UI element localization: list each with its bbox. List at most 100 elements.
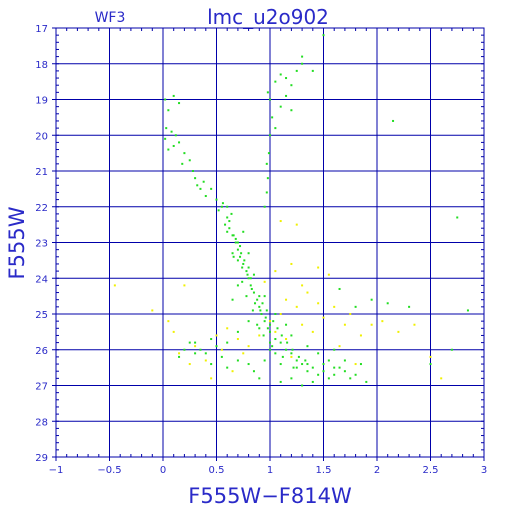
green-star-point	[271, 116, 274, 119]
grid-lines	[56, 28, 484, 457]
green-star-point	[226, 205, 229, 208]
yellow-star-point	[301, 284, 304, 287]
green-star-point	[183, 348, 186, 351]
green-star-point	[338, 287, 341, 290]
green-star-point	[292, 366, 295, 369]
green-star-point	[199, 187, 202, 190]
green-star-point	[266, 177, 269, 180]
green-star-point	[274, 313, 277, 315]
yellow-star-point	[231, 370, 234, 373]
green-star-point	[263, 320, 266, 323]
y-tick-label: 19	[35, 96, 48, 107]
green-star-point	[285, 77, 288, 80]
green-star-point	[279, 363, 282, 366]
green-star-point	[291, 348, 294, 351]
yellow-star-point	[194, 345, 197, 348]
green-star-point	[231, 252, 234, 255]
green-star-point	[220, 205, 223, 208]
yellow-star-point	[236, 338, 239, 341]
green-star-point	[333, 366, 336, 369]
yellow-star-point	[258, 334, 261, 337]
green-star-point	[279, 73, 282, 76]
yellow-star-point	[322, 316, 325, 319]
yellow-star-point	[210, 377, 213, 380]
green-star-point	[338, 366, 341, 369]
x-tick-label: −1	[49, 465, 64, 476]
y-tick-label: 24	[35, 274, 48, 285]
green-star-point	[215, 198, 218, 201]
green-star-point	[236, 259, 239, 262]
green-star-point	[311, 69, 314, 72]
green-star-point	[333, 373, 336, 376]
green-star-point	[259, 309, 262, 312]
green-star-point	[466, 309, 469, 312]
green-star-point	[258, 377, 261, 380]
x-tick-label: 0.5	[209, 465, 225, 476]
green-star-point	[251, 309, 254, 312]
green-star-point	[429, 363, 432, 366]
green-star-point	[333, 348, 336, 351]
green-star-point	[295, 366, 298, 369]
green-star-point	[231, 234, 234, 237]
green-star-point	[247, 277, 250, 280]
green-star-point	[210, 187, 213, 190]
yellow-star-point	[354, 363, 357, 366]
chart-title: lmc_u2o902	[207, 5, 329, 29]
green-star-point	[354, 373, 357, 376]
green-star-point	[295, 69, 298, 72]
green-star-point	[279, 105, 282, 108]
green-star-point	[178, 355, 181, 358]
green-star-point	[194, 177, 197, 180]
green-star-point	[343, 359, 346, 362]
yellow-star-point	[359, 334, 362, 337]
green-star-point	[236, 241, 239, 244]
green-star-point	[266, 327, 269, 330]
green-star-point	[258, 295, 261, 298]
x-tick-labels: −1 −0.5 0 0.5 1 1.5 2 2.5 3	[49, 465, 488, 476]
green-star-point	[272, 320, 275, 323]
green-star-point	[226, 366, 229, 369]
green-star-point	[301, 62, 304, 65]
x-tick-label: 0	[160, 465, 166, 476]
yellow-star-point	[311, 330, 314, 333]
green-star-point	[260, 313, 263, 315]
yellow-star-point	[247, 345, 250, 348]
green-star-point	[306, 363, 309, 366]
green-star-point	[236, 284, 239, 287]
yellow-star-point	[279, 220, 282, 223]
yellow-star-point	[381, 320, 384, 323]
green-star-point	[258, 327, 261, 330]
green-star-point	[241, 280, 244, 283]
green-star-point	[297, 355, 300, 358]
x-tick-label: 2	[374, 465, 380, 476]
green-star-point	[226, 341, 229, 344]
x-tick-label: 1.5	[316, 465, 332, 476]
green-star-point	[274, 127, 277, 130]
green-star-point	[204, 195, 207, 198]
green-star-point	[232, 234, 235, 237]
green-star-point	[317, 373, 320, 376]
yellow-star-point	[220, 348, 223, 351]
green-star-point	[249, 284, 252, 287]
yellow-star-point	[242, 352, 245, 355]
yellow-star-point	[269, 320, 271, 323]
green-star-point	[230, 212, 233, 215]
green-star-point	[392, 119, 395, 122]
yellow-star-point	[397, 330, 400, 333]
green-star-point	[243, 259, 246, 262]
yellow-star-point	[215, 334, 218, 337]
green-star-point	[266, 91, 269, 94]
yellow-star-point	[317, 266, 320, 269]
green-star-point	[343, 370, 346, 373]
green-star-point	[263, 205, 266, 208]
green-star-point	[191, 170, 194, 172]
green-star-point	[408, 305, 411, 308]
y-tick-label: 20	[35, 131, 48, 142]
green-star-point	[285, 323, 288, 326]
green-star-point	[322, 363, 325, 366]
green-star-point	[165, 127, 168, 130]
yellow-star-point	[290, 355, 293, 358]
yellow-star-point	[263, 280, 266, 283]
green-star-point	[247, 266, 250, 269]
